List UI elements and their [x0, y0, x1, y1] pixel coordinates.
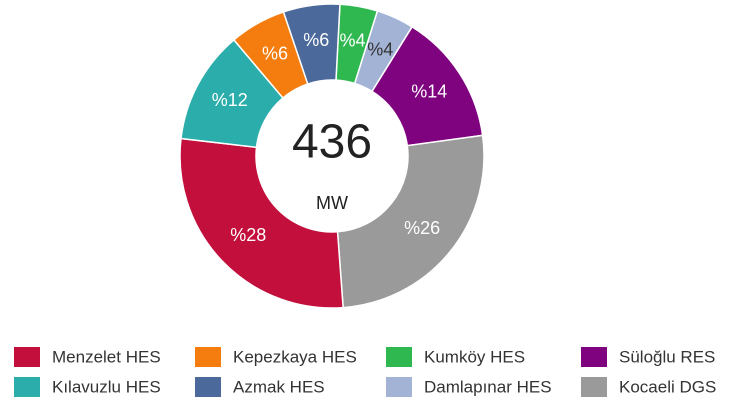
slice-label: %12: [212, 90, 248, 110]
slice-label: %14: [411, 82, 447, 102]
slice-label: %4: [367, 39, 393, 59]
legend-swatch: [581, 377, 607, 397]
slice-label: %28: [230, 225, 266, 245]
slice-label: %26: [404, 218, 440, 238]
legend-swatch: [195, 347, 221, 367]
center-value: 436: [292, 116, 372, 169]
slice: [179, 137, 344, 309]
legend-label: Kocaeli DGS: [619, 377, 716, 396]
center-unit: MW: [316, 193, 348, 213]
slice: [282, 3, 341, 85]
legend-swatch: [14, 377, 40, 397]
legend-swatch: [195, 377, 221, 397]
legend-label: Menzelet HES: [52, 347, 161, 366]
slice-label: %4: [340, 31, 366, 51]
legend-swatch: [386, 377, 412, 397]
legend-label: Damlapınar HES: [424, 377, 552, 396]
slice-label: %6: [262, 44, 288, 64]
legend-swatch: [386, 347, 412, 367]
legend-label: Kılavuzlu HES: [52, 377, 161, 396]
legend-label: Kepezkaya HES: [233, 347, 357, 366]
legend-label: Kumköy HES: [424, 347, 525, 366]
slice-label: %6: [303, 30, 329, 50]
legend-label: Azmak HES: [233, 377, 325, 396]
legend-label: Süloğlu RES: [619, 347, 715, 366]
legend-swatch: [14, 347, 40, 367]
slice: [336, 134, 485, 309]
legend-swatch: [581, 347, 607, 367]
